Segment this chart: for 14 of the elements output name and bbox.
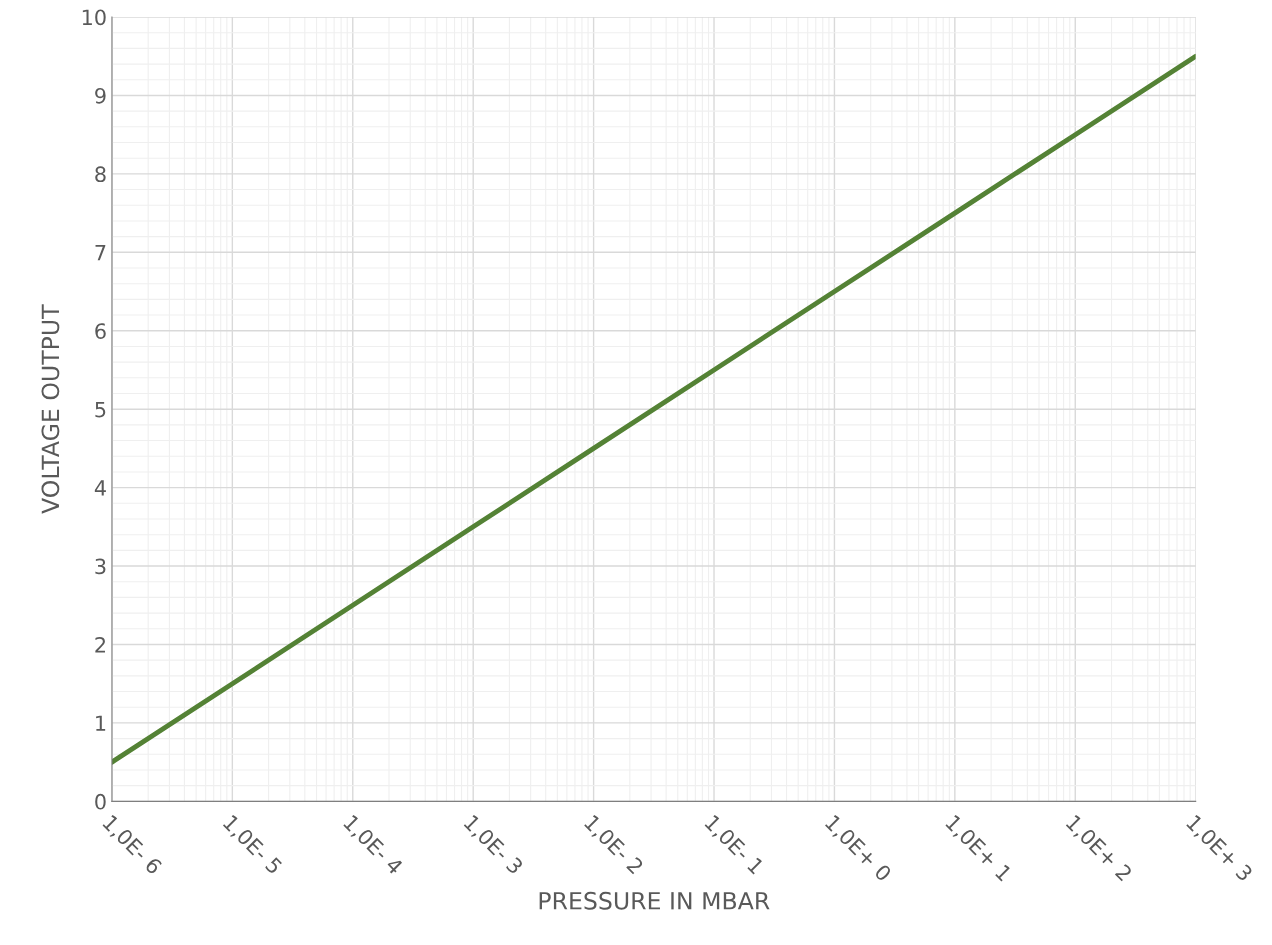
y-axis-title: VOLTAGE OUTPUT bbox=[41, 304, 60, 514]
y-tick-label: 8 bbox=[95, 166, 106, 183]
y-tick-label: 3 bbox=[95, 558, 106, 575]
y-tick-label: 5 bbox=[95, 401, 106, 418]
line-series bbox=[111, 53, 1196, 765]
x-axis-title: PRESSURE IN MBAR bbox=[539, 891, 770, 910]
y-tick-label: 4 bbox=[94, 480, 106, 496]
y-tick-label: 10 bbox=[82, 9, 106, 26]
y-tick-label: 0 bbox=[95, 793, 106, 810]
y-tick-label: 6 bbox=[95, 323, 106, 339]
y-tick-label: 2 bbox=[95, 636, 105, 653]
y-tick-label: 1 bbox=[96, 715, 106, 731]
y-tick-label: 7 bbox=[95, 245, 106, 261]
y-tick-label: 9 bbox=[95, 87, 106, 104]
